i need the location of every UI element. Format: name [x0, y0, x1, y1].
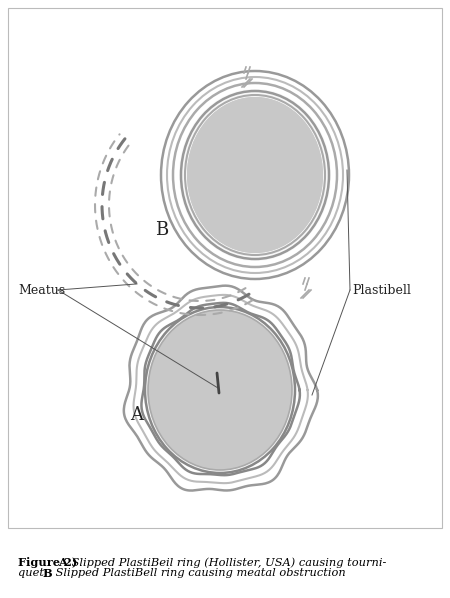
- Ellipse shape: [187, 97, 323, 253]
- Ellipse shape: [148, 310, 292, 470]
- Text: Slipped PlastiBell ring causing meatal obstruction: Slipped PlastiBell ring causing meatal o…: [52, 568, 346, 578]
- Text: Figure 2): Figure 2): [18, 557, 86, 568]
- Text: B: B: [155, 221, 168, 239]
- Bar: [8, 8, 442, 528]
- Text: A: A: [58, 557, 68, 568]
- Ellipse shape: [144, 306, 296, 474]
- Text: quet;: quet;: [18, 568, 51, 578]
- Text: B: B: [43, 568, 52, 579]
- Text: Plastibell: Plastibell: [352, 283, 411, 297]
- Ellipse shape: [187, 97, 323, 253]
- Text: A: A: [130, 406, 143, 424]
- Text: Slipped PlastiBeil ring (Hollister, USA) causing tourni-: Slipped PlastiBeil ring (Hollister, USA)…: [68, 557, 386, 568]
- Text: Meatus: Meatus: [18, 283, 65, 297]
- Ellipse shape: [179, 89, 331, 261]
